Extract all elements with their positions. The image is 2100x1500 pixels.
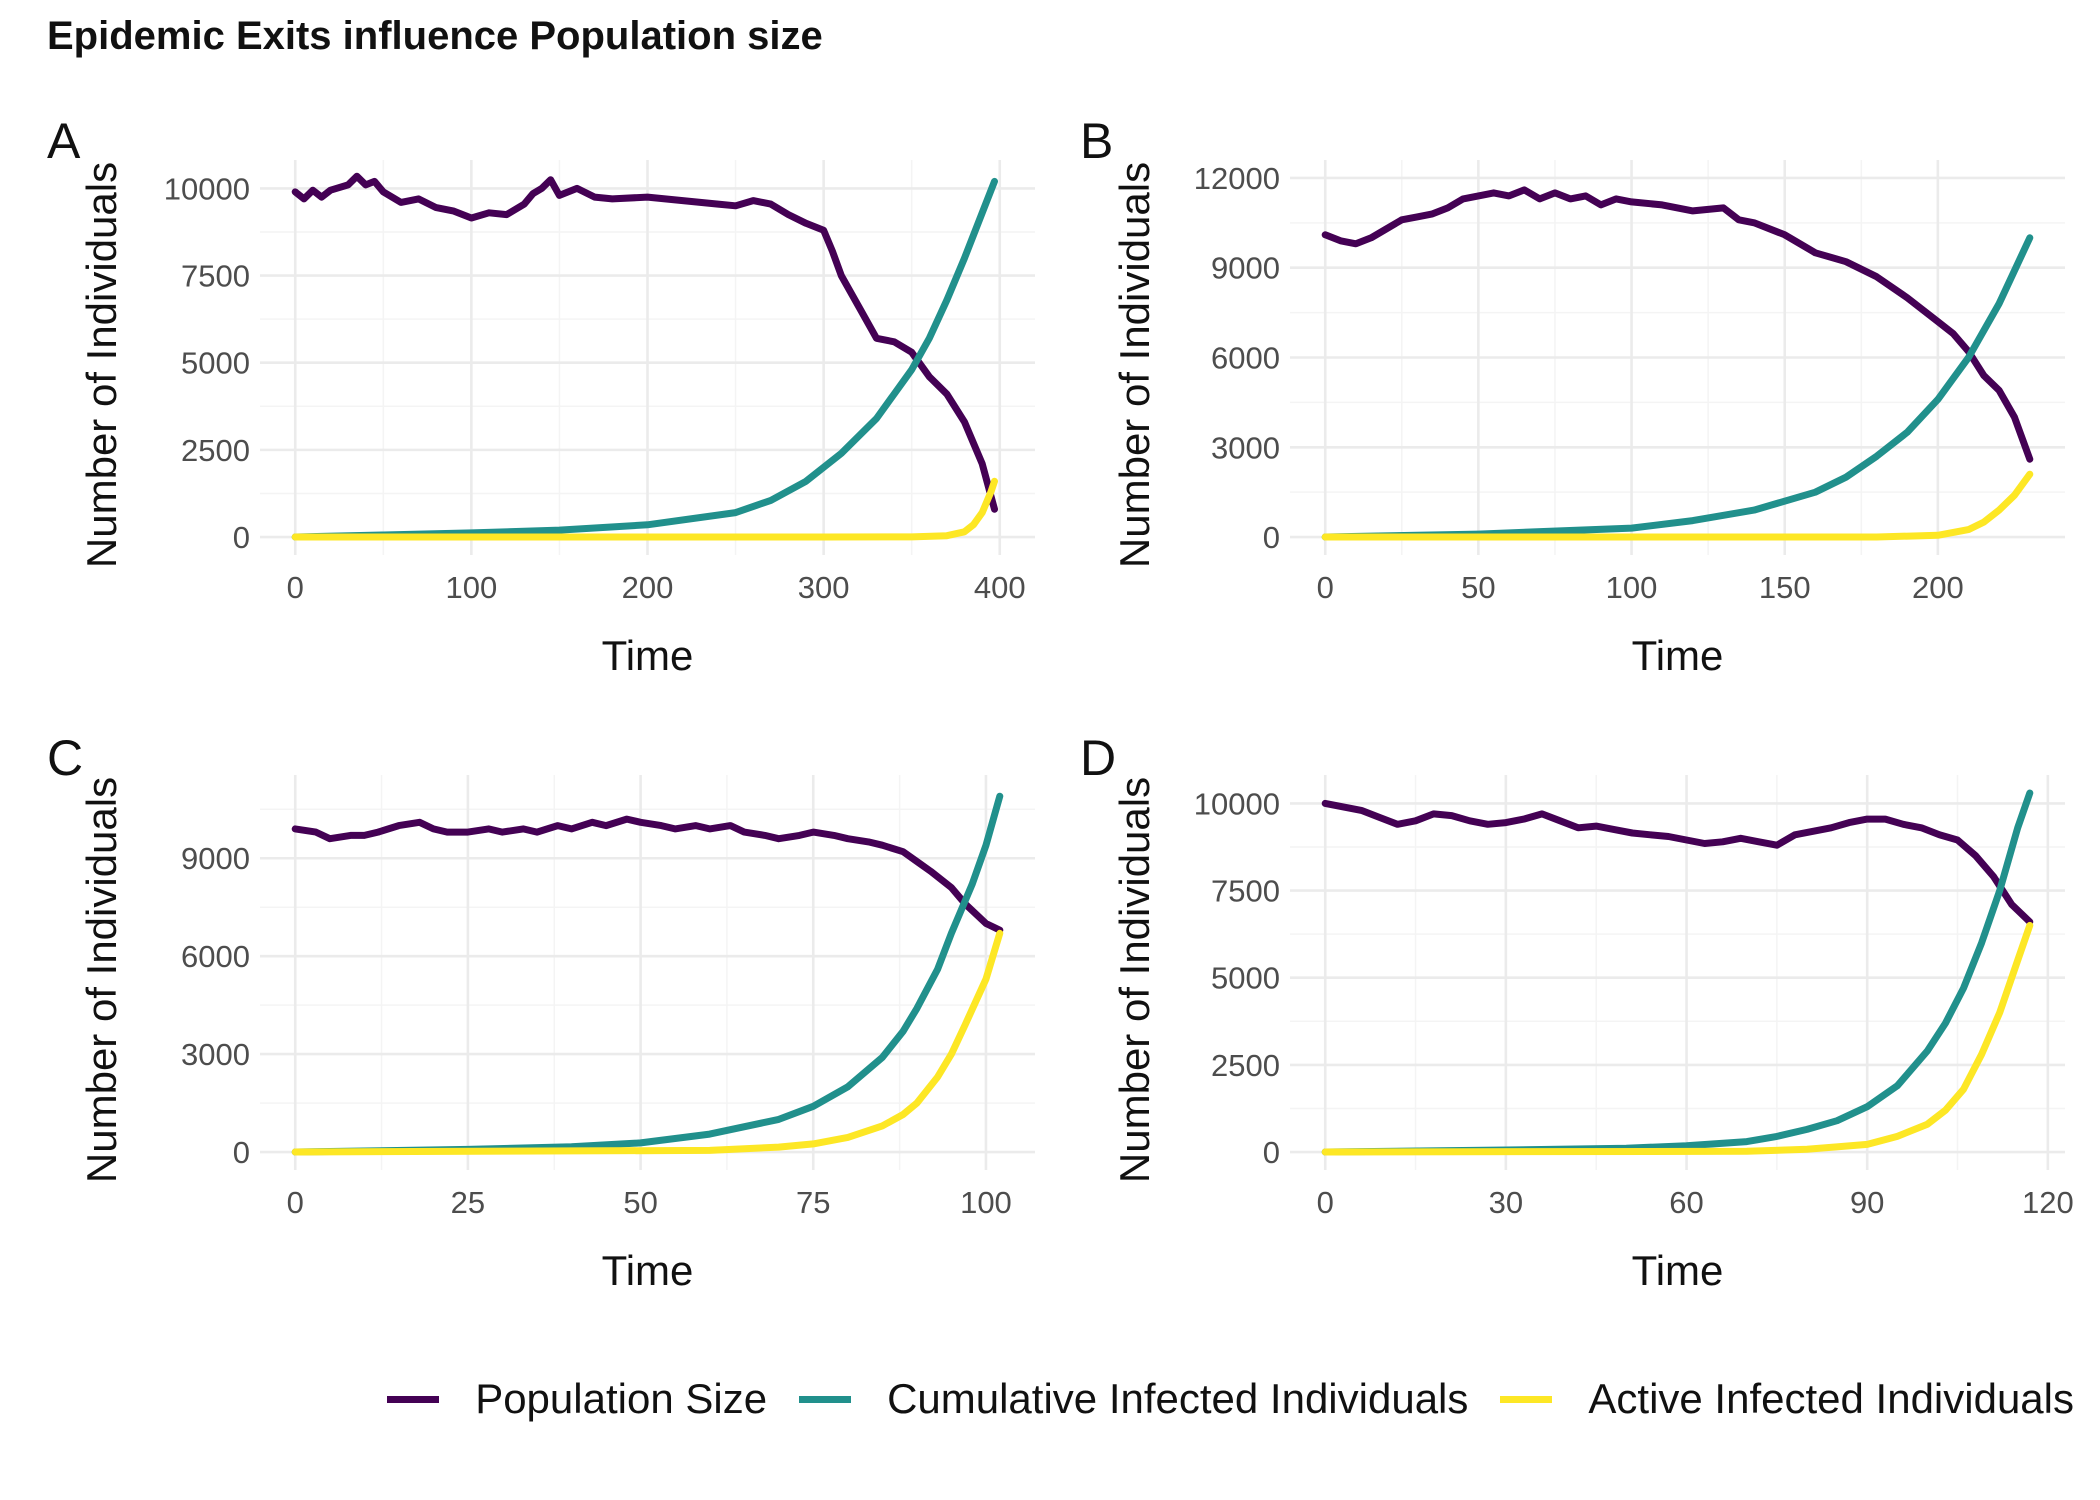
x-tick-label: 50 [1461, 570, 1495, 605]
series-line-active [1321, 921, 2034, 1156]
series-line-population [1321, 799, 2034, 926]
series-line-cumulative [1321, 789, 2034, 1156]
legend: Population Size Cumulative Infected Indi… [0, 1375, 2100, 1423]
y-tick-label: 12000 [1194, 161, 1280, 196]
x-tick-label: 50 [623, 1185, 657, 1220]
y-tick-label: 5000 [181, 346, 250, 381]
y-tick-label: 5000 [1211, 961, 1280, 996]
legend-item-active: Active Infected Individuals [1500, 1375, 2074, 1423]
x-tick-label: 120 [2022, 1185, 2074, 1220]
y-tick-label: 0 [1263, 1135, 1280, 1170]
panel-tag: C [47, 730, 83, 786]
x-tick-label: 300 [798, 570, 850, 605]
x-axis-title: Time [602, 1247, 694, 1294]
x-tick-label: 100 [445, 570, 497, 605]
legend-key-active [1500, 1395, 1553, 1403]
x-tick-label: 60 [1669, 1185, 1703, 1220]
x-tick-label: 75 [796, 1185, 830, 1220]
panel-B: 0 50 100 150 200 0 3000 6000 9000 12000 Time Number… [1080, 113, 2065, 679]
series-line-cumulative [291, 792, 1004, 1156]
y-tick-label: 0 [233, 520, 250, 555]
y-tick-label: 2500 [1211, 1048, 1280, 1083]
y-axis-title: Number of Individuals [78, 777, 125, 1183]
y-tick-label: 7500 [181, 259, 250, 294]
y-tick-label: 3000 [1211, 430, 1280, 465]
x-axis-title: Time [602, 632, 694, 679]
y-tick-label: 9000 [181, 841, 250, 876]
legend-key-population [387, 1395, 440, 1403]
legend-key-cumulative [799, 1395, 852, 1403]
series-line-active [291, 929, 1004, 1156]
grid-B [1290, 160, 2065, 555]
legend-label-active: Active Infected Individuals [1588, 1375, 2074, 1422]
x-tick-label: 400 [974, 570, 1026, 605]
y-tick-label: 0 [233, 1135, 250, 1170]
series-line-population [291, 172, 998, 513]
panel-A: 0 100 200 300 400 0 2500 5000 7500 10000 Time Numbe… [47, 113, 1035, 679]
y-tick-label: 10000 [1194, 786, 1280, 821]
x-tick-label: 0 [1317, 570, 1334, 605]
legend-label-population: Population Size [475, 1375, 768, 1422]
series-line-active [1321, 470, 2034, 541]
series-line-active [291, 477, 998, 541]
x-tick-label: 25 [451, 1185, 485, 1220]
panel-D: 0 30 60 90 120 0 2500 5000 7500 10000 Time Number o… [1080, 730, 2074, 1294]
legend-item-cumulative: Cumulative Infected Individuals [799, 1375, 1468, 1423]
x-tick-label: 0 [1317, 1185, 1334, 1220]
x-tick-label: 200 [622, 570, 674, 605]
series-line-population [291, 815, 1004, 934]
panel-tag: D [1080, 730, 1116, 786]
grid-C [260, 775, 1035, 1170]
x-tick-label: 150 [1759, 570, 1811, 605]
y-tick-label: 2500 [181, 433, 250, 468]
y-axis-title: Number of Individuals [1111, 162, 1158, 568]
x-tick-label: 100 [960, 1185, 1012, 1220]
x-axis-title: Time [1632, 632, 1724, 679]
x-tick-label: 0 [287, 1185, 304, 1220]
x-tick-label: 30 [1489, 1185, 1523, 1220]
legend-item-population: Population Size [387, 1375, 767, 1423]
x-tick-label: 100 [1606, 570, 1658, 605]
x-tick-label: 0 [287, 570, 304, 605]
y-axis-title: Number of Individuals [78, 162, 125, 568]
y-tick-label: 3000 [181, 1037, 250, 1072]
y-tick-label: 7500 [1211, 874, 1280, 909]
y-tick-label: 6000 [181, 939, 250, 974]
legend-label-cumulative: Cumulative Infected Individuals [887, 1375, 1469, 1422]
y-axis-title: Number of Individuals [1111, 777, 1158, 1183]
panel-tag: B [1080, 113, 1113, 169]
x-tick-label: 200 [1912, 570, 1964, 605]
series-line-cumulative [1321, 234, 2034, 541]
x-tick-label: 90 [1850, 1185, 1884, 1220]
x-axis-title: Time [1632, 1247, 1724, 1294]
y-tick-label: 10000 [164, 171, 250, 206]
y-tick-label: 6000 [1211, 341, 1280, 376]
y-tick-label: 9000 [1211, 251, 1280, 286]
figure-title: Epidemic Exits influence Population size [47, 14, 823, 58]
series-line-cumulative [291, 177, 998, 541]
panel-C: 0 25 50 75 100 0 3000 6000 9000 Time Number of Ind… [47, 730, 1035, 1294]
y-tick-label: 0 [1263, 520, 1280, 555]
series-line-population [1321, 186, 2034, 463]
panel-tag: A [47, 113, 81, 169]
